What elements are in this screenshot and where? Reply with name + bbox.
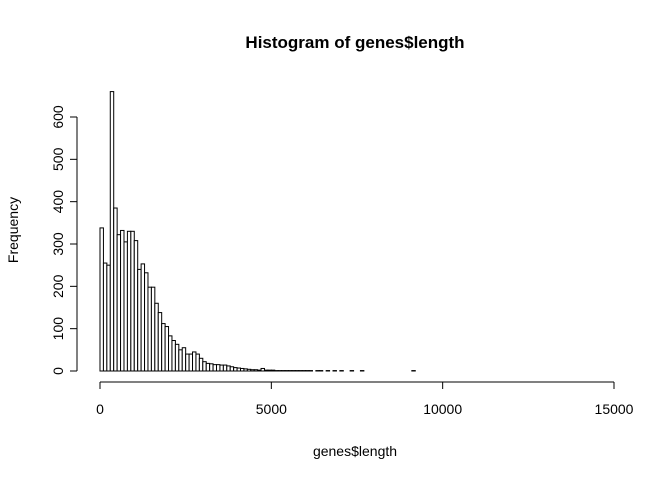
histogram-bar xyxy=(161,323,166,372)
bars-group xyxy=(99,91,416,372)
histogram-bar xyxy=(106,264,111,372)
x-axis-label: genes$length xyxy=(313,443,397,459)
histogram-bar xyxy=(246,368,252,372)
histogram-bar xyxy=(154,302,159,372)
histogram-bar xyxy=(192,351,197,372)
histogram-bar xyxy=(171,340,176,372)
y-tick-label: 300 xyxy=(50,232,66,256)
histogram-bar xyxy=(236,367,242,372)
y-tick-label: 100 xyxy=(50,317,66,341)
y-tick-label: 400 xyxy=(50,190,66,214)
histogram-bar xyxy=(195,353,200,372)
histogram-bar xyxy=(144,272,149,372)
y-tick-label: 200 xyxy=(50,274,66,298)
histogram-bar xyxy=(113,207,118,372)
y-axis-label: Frequency xyxy=(5,197,21,263)
histogram-bar xyxy=(102,262,108,372)
histogram-bar xyxy=(157,312,163,372)
histogram-bar xyxy=(267,369,272,372)
histogram-bar xyxy=(216,364,221,372)
histogram-bar xyxy=(130,230,135,372)
histogram-bar xyxy=(99,227,104,372)
histogram-bar xyxy=(120,229,125,372)
histogram-bar xyxy=(226,365,231,372)
histogram-bar xyxy=(243,368,248,372)
x-tick-label: 15000 xyxy=(595,401,634,417)
histogram-bar xyxy=(116,234,122,372)
histogram-bar xyxy=(164,326,170,372)
y-tick-label: 0 xyxy=(50,367,66,375)
histogram-bar xyxy=(233,367,238,372)
histogram-bar xyxy=(178,349,183,372)
histogram-bar xyxy=(174,343,180,372)
histogram-bar xyxy=(140,263,146,372)
histogram-bar xyxy=(123,241,128,372)
histogram-bar xyxy=(270,369,276,372)
histogram-bar xyxy=(147,286,152,372)
histogram-bar xyxy=(260,367,265,372)
histogram-bar xyxy=(257,369,262,372)
histogram-bar xyxy=(239,367,245,372)
y-axis: 0 100 200 300 400 500 600 xyxy=(50,105,78,375)
histogram-bar xyxy=(212,364,218,372)
histogram-bar xyxy=(109,91,115,372)
histogram-bar xyxy=(229,366,235,372)
histogram-bar xyxy=(219,364,224,372)
histogram-bar xyxy=(150,286,156,372)
x-tick-label: 5000 xyxy=(256,401,287,417)
y-tick-label: 600 xyxy=(50,105,66,129)
histogram-bar xyxy=(181,347,187,372)
histogram-bar xyxy=(185,353,190,372)
histogram-bar xyxy=(250,369,255,372)
histogram-bar xyxy=(137,268,142,372)
histogram-bar xyxy=(188,353,194,372)
histogram-bar xyxy=(205,362,211,372)
histogram-bar xyxy=(263,369,269,372)
histogram-bar xyxy=(133,240,139,372)
x-tick-label: 10000 xyxy=(423,401,462,417)
histogram-bar xyxy=(222,364,228,372)
histogram-bar xyxy=(209,363,214,372)
histogram-bar xyxy=(168,335,173,372)
chart-title: Histogram of genes$length xyxy=(245,33,464,52)
histogram-bar xyxy=(202,361,207,372)
x-axis: 0 5000 10000 15000 xyxy=(96,381,634,417)
histogram-bar xyxy=(126,230,132,372)
histogram-bar xyxy=(198,357,204,372)
x-tick-label: 0 xyxy=(96,401,104,417)
y-tick-label: 500 xyxy=(50,147,66,171)
histogram-bar xyxy=(253,369,259,372)
